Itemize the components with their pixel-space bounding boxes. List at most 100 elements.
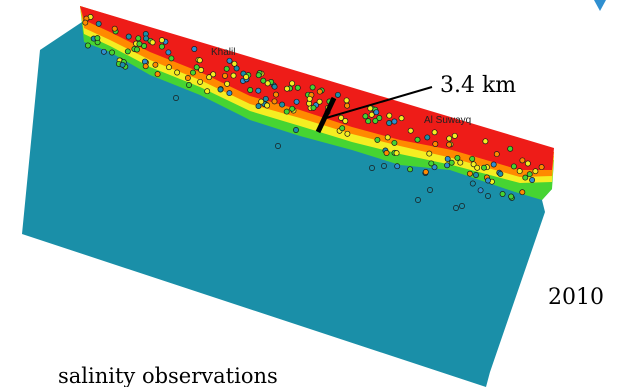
observation-marker [142,63,149,70]
observation-marker [111,25,118,32]
observation-marker [497,170,504,177]
observation-marker [230,72,237,79]
observation-marker [469,180,476,187]
observation-marker [95,20,102,27]
observation-marker [526,171,533,178]
observation-marker [283,108,290,115]
observation-marker [485,177,491,184]
observation-marker [190,69,196,76]
observation-marker [255,87,262,94]
observation-marker [166,64,172,71]
scale-leader-line [325,86,433,119]
observation-marker [124,48,131,55]
observation-marker [184,75,191,81]
observation-marker [334,91,341,98]
observation-marker [134,46,140,53]
observation-marker [135,35,142,42]
observation-marker [490,161,497,168]
map-corner-fragment [594,0,606,11]
observation-marker [431,164,438,171]
observation-marker [368,111,375,118]
observation-marker [499,191,506,197]
observation-marker [510,163,517,170]
place-label-al-suwayq: Al Suwayq [424,115,471,126]
observation-marker [444,162,451,169]
observation-marker [197,78,204,85]
observation-marker [381,163,387,169]
observation-marker [309,84,316,91]
observation-marker [82,19,89,26]
observation-marker [473,172,479,178]
scale-label: 3.4 km [440,73,516,98]
observation-marker [125,33,132,40]
observation-marker [393,150,400,157]
observation-marker [339,125,346,132]
observation-marker [426,150,433,157]
observation-marker [293,98,300,105]
observation-marker [264,102,271,109]
observation-marker [158,43,165,50]
observation-marker [516,168,523,175]
observation-marker [173,95,179,101]
observation-marker [446,135,453,142]
sea-domain [22,22,552,387]
scale-bar [315,96,337,134]
observation-marker [243,74,250,80]
observation-marker [414,136,421,143]
observation-marker [206,74,213,81]
observation-marker [226,90,233,97]
observation-marker [466,170,473,177]
year-label: 2010 [548,285,604,310]
observation-marker [427,187,433,193]
observation-marker [424,134,431,141]
observation-marker [469,155,476,162]
observation-marker [210,71,217,78]
observation-marker [342,118,349,124]
observation-marker [204,88,211,95]
observation-marker [372,117,379,124]
observation-marker [255,103,262,110]
observation-marker [459,203,465,209]
observation-marker [191,46,198,52]
observation-marker [369,165,375,171]
observation-marker [482,138,489,145]
observation-marker [168,55,175,62]
observation-marker [158,37,165,44]
observation-marker [386,112,393,119]
observation-marker [386,120,393,126]
observation-marker [293,127,299,133]
observation-marker [431,129,438,136]
observation-marker [94,35,101,42]
observation-marker [289,105,296,112]
observation-marker [186,82,192,88]
observation-marker [376,115,383,121]
observation-marker [391,118,398,125]
observation-marker [415,197,421,203]
observation-marker [193,64,200,71]
observation-marker [279,101,286,108]
observation-marker [446,141,453,148]
observation-marker [507,145,514,152]
observation-marker [294,84,301,91]
observation-marker [255,72,262,79]
observation-marker [143,35,149,42]
observation-marker [222,72,228,79]
observation-marker [444,155,451,162]
observation-marker [470,161,477,168]
observation-marker [338,114,345,121]
observation-marker [154,71,161,78]
observation-marker [165,49,172,56]
observation-marker [174,69,181,76]
observation-marker [233,65,240,72]
place-label-khalil: Khalil [211,47,235,58]
observation-marker [196,57,203,64]
observation-marker [391,139,398,146]
observation-marker [407,166,414,173]
observation-marker [343,97,350,104]
observation-marker [152,61,159,68]
observation-marker [432,141,439,147]
observation-marker [529,177,536,183]
observation-marker [519,157,526,164]
observation-marker [247,87,254,93]
